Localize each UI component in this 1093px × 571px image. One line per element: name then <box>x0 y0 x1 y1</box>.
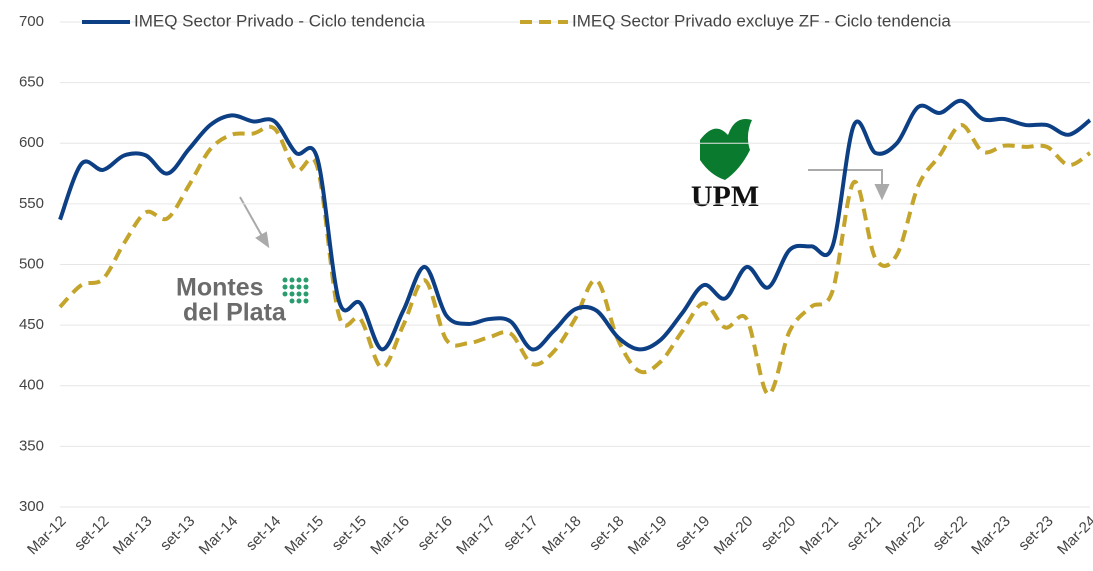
x-tick-label: set-22 <box>929 513 971 555</box>
y-tick-label: 400 <box>19 377 44 394</box>
y-tick-label: 300 <box>19 498 44 515</box>
y-tick-label: 600 <box>19 134 44 151</box>
x-tick-label: Mar-13 <box>110 513 156 559</box>
x-tick-label: Mar-19 <box>625 513 671 559</box>
x-tick-label: set-19 <box>672 513 714 555</box>
y-tick-label: 500 <box>19 255 44 272</box>
legend-label: IMEQ Sector Privado - Ciclo tendencia <box>134 11 426 30</box>
x-tick-label: Mar-15 <box>282 513 328 559</box>
legend-label: IMEQ Sector Privado excluye ZF - Ciclo t… <box>572 11 951 30</box>
x-tick-label: set-12 <box>71 513 113 555</box>
x-tick-label: set-20 <box>758 513 800 555</box>
x-tick-label: Mar-23 <box>968 513 1014 559</box>
x-tick-label: set-18 <box>586 513 628 555</box>
x-tick-label: Mar-22 <box>882 513 928 559</box>
montes-logo-dots <box>282 277 309 304</box>
x-tick-label: Mar-12 <box>24 513 70 559</box>
x-tick-label: set-21 <box>844 513 886 555</box>
annotation: Montes <box>176 274 264 302</box>
x-tick-label: Mar-21 <box>797 513 843 559</box>
annotation: UPM <box>691 180 759 213</box>
x-tick-label: Mar-17 <box>453 513 499 559</box>
x-tick-label: set-17 <box>500 513 542 555</box>
y-tick-label: 350 <box>19 437 44 454</box>
y-tick-label: 550 <box>19 195 44 212</box>
x-tick-label: Mar-18 <box>539 513 585 559</box>
series-line <box>58 98 1092 352</box>
x-tick-label: Mar-16 <box>367 513 413 559</box>
y-tick-label: 450 <box>19 316 44 333</box>
x-tick-label: set-23 <box>1015 513 1057 555</box>
x-tick-label: Mar-24 <box>1054 513 1093 559</box>
x-tick-label: Mar-20 <box>711 513 757 559</box>
series-line <box>58 123 1092 397</box>
x-tick-label: set-16 <box>414 513 456 555</box>
x-tick-label: set-13 <box>157 513 199 555</box>
upm-logo-icon <box>700 119 752 180</box>
x-tick-label: set-15 <box>329 513 371 555</box>
x-tick-label: set-14 <box>243 513 285 555</box>
x-tick-label: Mar-14 <box>196 513 242 559</box>
y-tick-label: 700 <box>19 13 44 30</box>
y-tick-label: 650 <box>19 74 44 91</box>
arrows <box>239 169 890 249</box>
annotation: del Plata <box>183 299 287 327</box>
